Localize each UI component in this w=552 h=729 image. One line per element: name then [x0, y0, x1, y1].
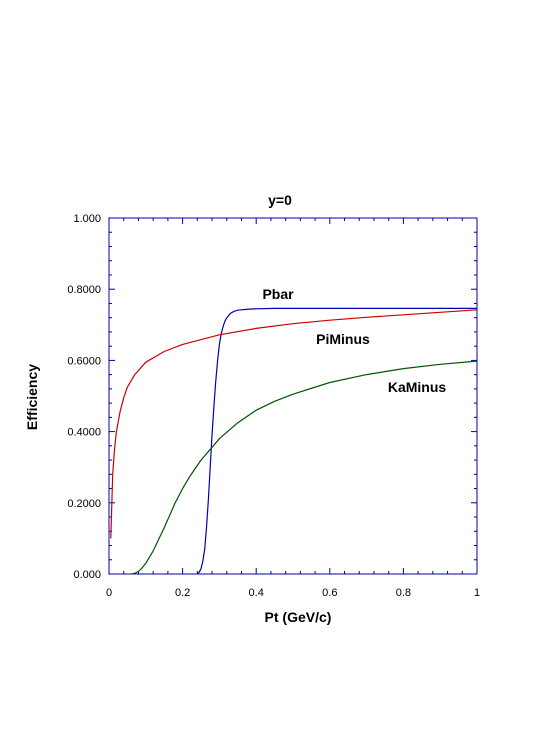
series-labels: Pbar PiMinus KaMinus [262, 286, 446, 395]
y-tick-label: 0.4000 [67, 427, 101, 439]
plot-border [108, 217, 478, 575]
chart-title: y=0 [268, 192, 292, 208]
x-tick-label: 0.2 [175, 587, 190, 599]
series-line-kaminus [130, 360, 478, 575]
plot-frame [108, 217, 478, 575]
y-tick-label: 0.6000 [67, 355, 101, 367]
y-tick-label: 0.000 [73, 569, 101, 581]
series-label-pbar: Pbar [262, 286, 294, 302]
series-label-kaminus: KaMinus [388, 379, 447, 395]
x-tick-label: 1 [474, 587, 480, 599]
series-line-pbar [196, 307, 477, 575]
x-tick-label: 0.6 [322, 587, 337, 599]
y-tick-label: 0.2000 [67, 498, 101, 510]
x-tick-label: 0.4 [249, 587, 264, 599]
y-tick-label: 1.000 [73, 213, 101, 225]
axis-tick-labels: 0 0.2 0.4 0.6 0.8 1 0.000 0.2000 0.4000 0.6000 0.8… [67, 213, 480, 599]
series-lines [110, 307, 478, 575]
series-label-piminus: PiMinus [316, 331, 370, 347]
y-axis-title: Efficiency [24, 364, 40, 430]
x-tick-label: 0.8 [396, 587, 411, 599]
axis-ticks [108, 217, 478, 575]
series-line-piminus [110, 309, 478, 539]
x-tick-label: 0 [106, 587, 112, 599]
y-tick-label: 0.8000 [67, 284, 101, 296]
x-axis-title: Pt (GeV/c) [265, 609, 332, 625]
